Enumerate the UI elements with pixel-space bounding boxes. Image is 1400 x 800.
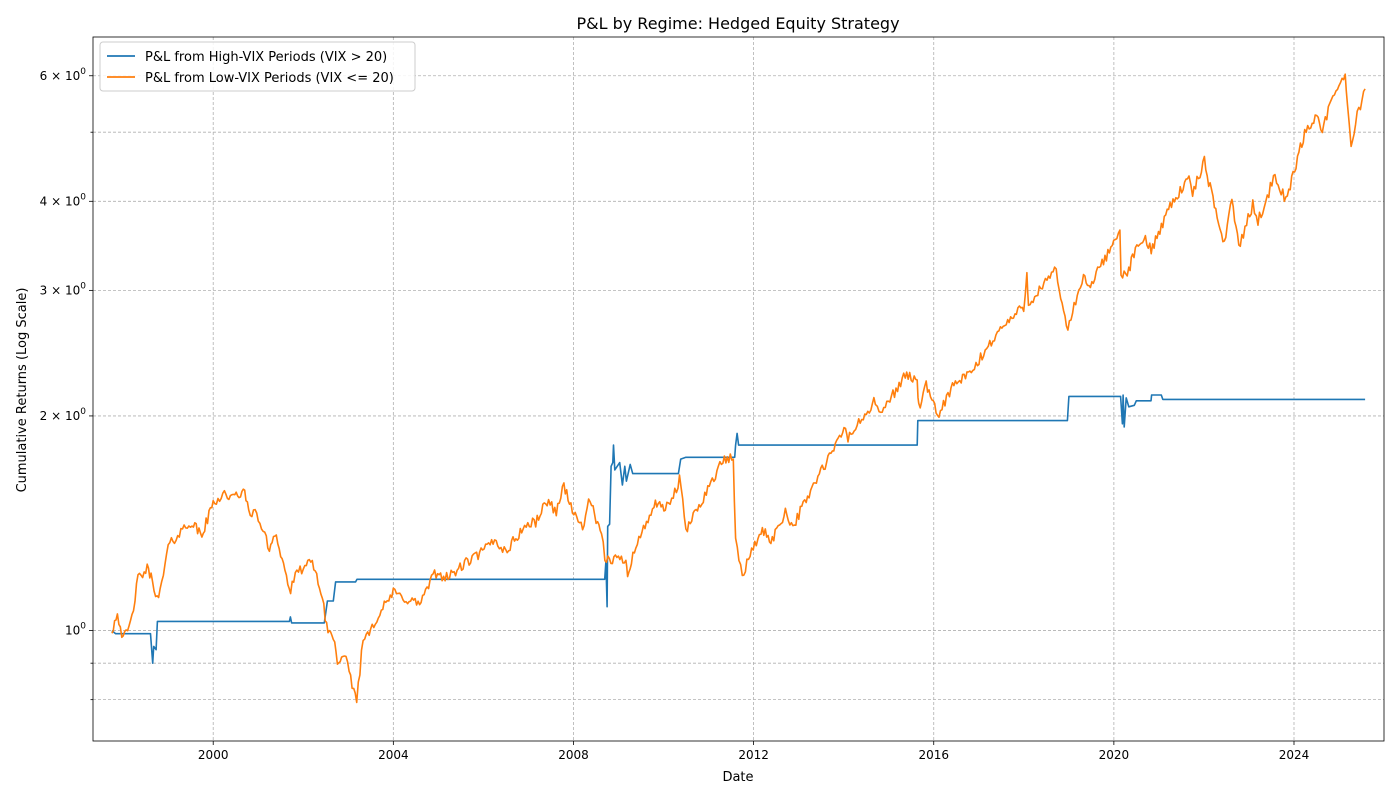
x-tick-label: 2016 [918, 748, 949, 762]
legend-label-low-vix: P&L from Low-VIX Periods (VIX <= 20) [145, 71, 394, 86]
y-tick-label: 100 [65, 622, 86, 638]
y-tick-label: 6 × 100 [40, 67, 87, 83]
series-high-vix-line [111, 394, 1366, 664]
x-axis-label: Date [722, 770, 753, 785]
grid [93, 37, 1384, 741]
series-low-vix-line [111, 73, 1366, 704]
plot-frame [92, 36, 1385, 742]
series-lines [111, 73, 1366, 704]
legend: P&L from High-VIX Periods (VIX > 20) P&L… [99, 41, 416, 92]
legend-box [99, 41, 416, 92]
x-tick-label: 2004 [378, 748, 409, 762]
x-tick-label: 2012 [738, 748, 769, 762]
chart-title: P&L by Regime: Hedged Equity Strategy [576, 14, 899, 33]
axis-ticks: 2000 2004 2008 2012 2016 2020 2024 100 2 × 100 3 … [40, 67, 1310, 762]
x-tick-label: 2024 [1279, 748, 1310, 762]
x-tick-label: 2008 [558, 748, 589, 762]
y-axis-label: Cumulative Returns (Log Scale) [15, 288, 30, 493]
x-tick-label: 2020 [1099, 748, 1130, 762]
x-tick-label: 2000 [198, 748, 229, 762]
y-tick-label: 2 × 100 [40, 407, 87, 423]
y-tick-label: 4 × 100 [40, 192, 87, 208]
legend-label-high-vix: P&L from High-VIX Periods (VIX > 20) [145, 50, 387, 65]
y-tick-label: 3 × 100 [40, 281, 87, 297]
